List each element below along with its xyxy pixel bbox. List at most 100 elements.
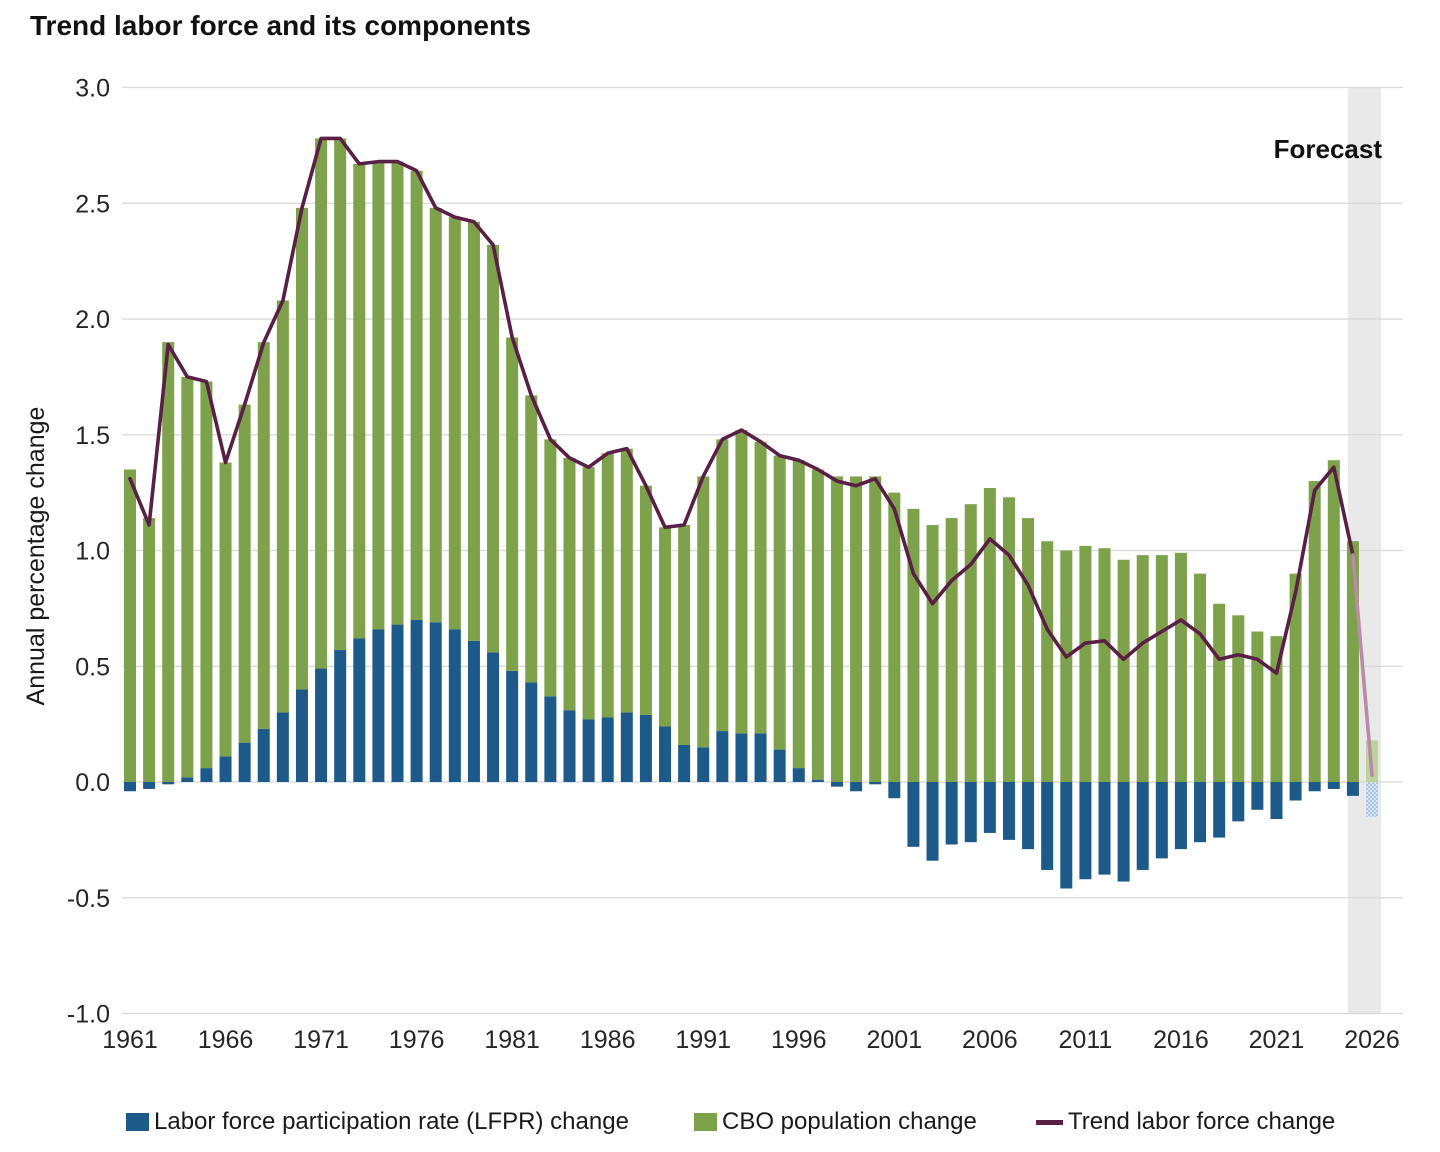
bar-lfpr xyxy=(334,650,347,782)
x-tick-label: 1971 xyxy=(293,1026,349,1054)
bar-population xyxy=(1041,541,1054,782)
x-tick-label: 1996 xyxy=(771,1026,827,1054)
bar-lfpr xyxy=(582,719,595,782)
bar-population xyxy=(295,207,308,690)
y-tick-label: 1.5 xyxy=(75,422,110,450)
bar-population xyxy=(811,469,824,780)
bar-population xyxy=(429,207,442,623)
bar-lfpr xyxy=(869,782,882,785)
bar-lfpr xyxy=(716,731,729,782)
bar-lfpr xyxy=(315,668,328,782)
bar-lfpr xyxy=(697,747,710,782)
bar-lfpr xyxy=(563,710,576,782)
bar-lfpr xyxy=(353,638,366,782)
bar-population xyxy=(1327,460,1340,782)
bar-population xyxy=(1060,550,1073,782)
bar-lfpr xyxy=(1060,782,1073,889)
bar-lfpr xyxy=(238,742,251,782)
legend-label-population: CBO population change xyxy=(722,1108,977,1135)
legend-item-lfpr: Labor force participation rate (LFPR) ch… xyxy=(126,1107,629,1137)
bar-lfpr xyxy=(1174,782,1187,850)
bar-lfpr xyxy=(1213,782,1226,838)
bar-population xyxy=(1308,481,1321,782)
bar-lfpr xyxy=(1308,782,1321,792)
bar-lfpr xyxy=(850,782,863,792)
bar-population xyxy=(1232,615,1245,782)
bar-lfpr xyxy=(773,749,786,782)
bar-population xyxy=(869,476,882,782)
bar-population xyxy=(926,525,939,782)
bar-lfpr xyxy=(1270,782,1283,820)
x-tick-label: 1981 xyxy=(484,1026,540,1054)
bar-lfpr xyxy=(410,619,423,782)
bar-lfpr xyxy=(124,782,136,792)
bar-population xyxy=(620,448,633,713)
bar-population xyxy=(448,217,461,630)
y-tick-label: 2.5 xyxy=(75,190,110,218)
bar-lfpr xyxy=(295,689,308,782)
bar-lfpr xyxy=(372,629,385,782)
bar-lfpr xyxy=(1327,782,1340,789)
bar-lfpr xyxy=(1346,782,1359,796)
trend-line xyxy=(128,136,1355,676)
bar-lfpr xyxy=(945,782,958,845)
legend-label-trend-line: Trend labor force change xyxy=(1068,1108,1336,1135)
x-tick-label: 1986 xyxy=(580,1026,636,1054)
bar-lfpr xyxy=(1117,782,1130,882)
bar-lfpr xyxy=(1194,782,1207,843)
bar-lfpr xyxy=(639,714,652,782)
x-tick-label: 1991 xyxy=(675,1026,731,1054)
bar-population xyxy=(1346,541,1359,782)
population-swatch-icon xyxy=(694,1113,717,1131)
bar-population xyxy=(467,221,480,641)
bar-population xyxy=(1002,497,1015,782)
x-tick-label: 2021 xyxy=(1249,1026,1305,1054)
bar-population xyxy=(1213,603,1226,782)
bar-lfpr xyxy=(1002,782,1015,840)
bar-population xyxy=(487,244,500,653)
bar-population xyxy=(1136,555,1149,782)
bar-lfpr xyxy=(1289,782,1302,801)
bar-population xyxy=(639,485,652,715)
bar-lfpr xyxy=(525,682,538,782)
bar-population xyxy=(353,163,366,639)
y-tick-label: 2.0 xyxy=(75,306,110,334)
bar-population xyxy=(792,460,805,769)
bar-population xyxy=(716,439,729,732)
bar-population xyxy=(238,404,251,743)
bar-population xyxy=(563,457,576,711)
legend: Labor force participation rate (LFPR) ch… xyxy=(0,1104,1440,1140)
bar-population xyxy=(410,170,423,620)
bar-lfpr xyxy=(487,652,500,782)
bar-lfpr xyxy=(181,777,194,782)
bar-population xyxy=(143,518,156,782)
x-tick-label: 2001 xyxy=(867,1026,923,1054)
bar-population xyxy=(1194,573,1207,782)
bar-lfpr xyxy=(888,782,901,799)
bar-population xyxy=(257,342,270,729)
y-tick-label: 3.0 xyxy=(75,75,110,103)
bar-population xyxy=(1251,631,1264,782)
y-tick-label: 0.5 xyxy=(75,653,110,681)
bar-lfpr xyxy=(983,782,996,833)
y-tick-label: -1.0 xyxy=(67,1001,110,1029)
bar-population xyxy=(582,467,595,720)
bar-lfpr xyxy=(964,782,977,843)
bar-population xyxy=(659,527,672,727)
x-tick-label: 1976 xyxy=(389,1026,445,1054)
bar-lfpr xyxy=(1079,782,1092,880)
bar-population xyxy=(391,161,404,625)
x-tick-label: 1966 xyxy=(198,1026,254,1054)
bar-population xyxy=(544,439,557,697)
bar-population xyxy=(200,381,213,769)
bar-lfpr xyxy=(448,629,461,782)
bar-lfpr xyxy=(735,733,748,782)
bar-population xyxy=(888,492,901,782)
bar-population xyxy=(678,525,691,745)
bar-population xyxy=(315,138,328,669)
bar-population xyxy=(850,476,863,782)
bar-population xyxy=(773,455,786,750)
bar-population xyxy=(219,462,232,757)
bar-lfpr xyxy=(429,622,442,782)
